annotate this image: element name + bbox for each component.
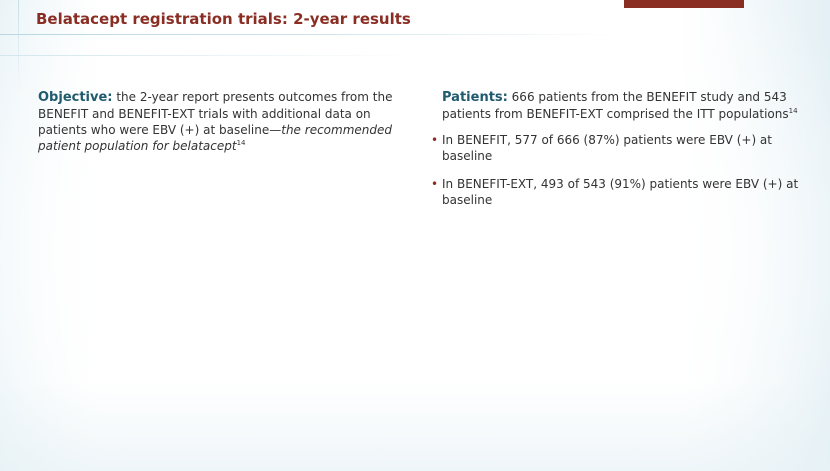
header-divider-line-secondary [0,55,420,56]
patients-paragraph: Patients: 666 patients from the BENEFIT … [442,89,802,122]
objective-text: the 2-year report presents outcomes from… [38,90,393,137]
header-divider-line [0,34,620,35]
patients-reference: 14 [788,107,798,115]
patients-section: Patients: 666 patients from the BENEFIT … [431,89,802,220]
bullet-marker: • [431,133,439,147]
top-accent-bar [624,0,744,8]
list-item: • In BENEFIT-EXT, 493 of 543 (91%) patie… [431,176,802,208]
slide-title: Belatacept registration trials: 2-year r… [36,10,411,28]
objective-label: Objective: [38,90,113,105]
objective-section: Objective: the 2-year report presents ou… [38,89,408,154]
objective-emphasis: the recommended patient population for b… [38,123,392,153]
background-gradient-bottom [0,381,830,471]
patients-text: 666 patients from the BENEFIT study and … [442,90,789,121]
header-vertical-line [18,0,19,90]
patients-label: Patients: [442,90,508,105]
objective-reference: 14 [236,139,246,147]
list-item: • In BENEFIT, 577 of 666 (87%) patients … [431,132,802,164]
bullet-text: In BENEFIT-EXT, 493 of 543 (91%) patient… [442,177,799,207]
patients-bullet-list: • In BENEFIT, 577 of 666 (87%) patients … [431,132,802,208]
bullet-text: In BENEFIT, 577 of 666 (87%) patients we… [442,133,772,163]
bullet-marker: • [431,177,439,191]
